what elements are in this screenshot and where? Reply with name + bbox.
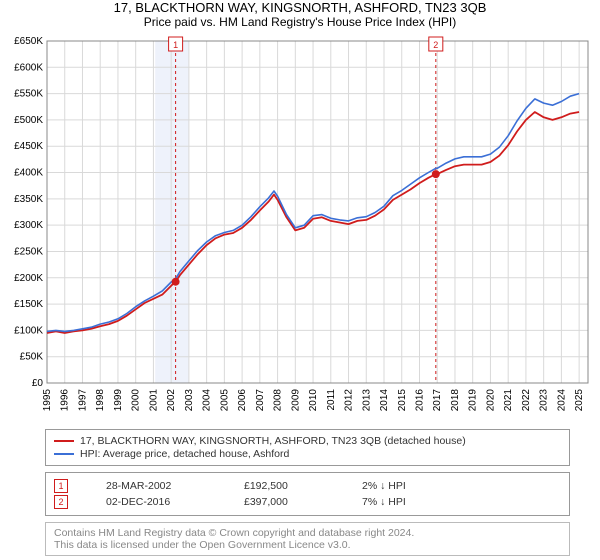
svg-text:£600K: £600K bbox=[14, 62, 43, 73]
legend-label: 17, BLACKTHORN WAY, KINGSNORTH, ASHFORD,… bbox=[80, 435, 466, 447]
sale-price: £397,000 bbox=[244, 496, 334, 508]
svg-text:2020: 2020 bbox=[485, 389, 496, 412]
sale-marker: 2 bbox=[54, 495, 68, 509]
sale-date: 02-DEC-2016 bbox=[106, 496, 216, 508]
svg-text:2012: 2012 bbox=[344, 389, 355, 412]
svg-text:£50K: £50K bbox=[20, 352, 44, 363]
svg-text:2021: 2021 bbox=[503, 389, 514, 412]
sale-marker: 1 bbox=[54, 479, 68, 493]
svg-text:£200K: £200K bbox=[14, 273, 43, 284]
sale-delta: 2% ↓ HPI bbox=[362, 480, 406, 492]
svg-text:£500K: £500K bbox=[14, 115, 43, 126]
sale-row: 2 02-DEC-2016 £397,000 7% ↓ HPI bbox=[54, 495, 561, 509]
sale-delta: 7% ↓ HPI bbox=[362, 496, 406, 508]
svg-text:£150K: £150K bbox=[14, 299, 43, 310]
sale-price: £192,500 bbox=[244, 480, 334, 492]
svg-text:£400K: £400K bbox=[14, 168, 43, 179]
svg-text:1: 1 bbox=[173, 40, 178, 50]
chart-area: £0 £50K £100K £150K £200K £250K £300K £350K £400… bbox=[2, 33, 598, 423]
svg-text:2024: 2024 bbox=[556, 389, 567, 412]
svg-text:1995: 1995 bbox=[42, 389, 53, 412]
legend-row: 17, BLACKTHORN WAY, KINGSNORTH, ASHFORD,… bbox=[54, 435, 561, 447]
svg-text:£0: £0 bbox=[32, 378, 44, 389]
svg-text:£650K: £650K bbox=[14, 36, 43, 47]
svg-text:2009: 2009 bbox=[290, 389, 301, 412]
footer: Contains HM Land Registry data © Crown c… bbox=[45, 522, 570, 556]
legend-swatch bbox=[54, 453, 74, 455]
svg-text:2006: 2006 bbox=[237, 389, 248, 412]
legend: 17, BLACKTHORN WAY, KINGSNORTH, ASHFORD,… bbox=[45, 429, 570, 466]
svg-text:2005: 2005 bbox=[219, 389, 230, 412]
svg-text:2013: 2013 bbox=[361, 389, 372, 412]
svg-text:2019: 2019 bbox=[468, 389, 479, 412]
svg-text:2017: 2017 bbox=[432, 389, 443, 412]
svg-text:2015: 2015 bbox=[397, 389, 408, 412]
svg-text:1999: 1999 bbox=[113, 389, 124, 412]
legend-swatch bbox=[54, 440, 74, 442]
svg-text:1998: 1998 bbox=[95, 389, 106, 412]
svg-text:2023: 2023 bbox=[539, 389, 550, 412]
svg-text:2007: 2007 bbox=[255, 389, 266, 412]
legend-row: HPI: Average price, detached house, Ashf… bbox=[54, 448, 561, 460]
sales-notes: 1 28-MAR-2002 £192,500 2% ↓ HPI 2 02-DEC-2016… bbox=[45, 472, 570, 516]
chart-svg: £0 £50K £100K £150K £200K £250K £300K £350K £400… bbox=[2, 33, 598, 423]
chart-title: 17, BLACKTHORN WAY, KINGSNORTH, ASHFORD,… bbox=[0, 0, 600, 15]
svg-text:2008: 2008 bbox=[273, 389, 284, 412]
svg-text:1997: 1997 bbox=[77, 389, 88, 412]
svg-text:2014: 2014 bbox=[379, 389, 390, 412]
svg-text:2: 2 bbox=[433, 40, 438, 50]
svg-text:£100K: £100K bbox=[14, 325, 43, 336]
svg-text:2010: 2010 bbox=[308, 389, 319, 412]
sale-date: 28-MAR-2002 bbox=[106, 480, 216, 492]
legend-label: HPI: Average price, detached house, Ashf… bbox=[80, 448, 289, 460]
svg-text:£250K: £250K bbox=[14, 246, 43, 257]
svg-text:2018: 2018 bbox=[450, 389, 461, 412]
svg-text:2004: 2004 bbox=[202, 389, 213, 412]
svg-text:2016: 2016 bbox=[414, 389, 425, 412]
svg-text:2002: 2002 bbox=[166, 389, 177, 412]
svg-text:£450K: £450K bbox=[14, 141, 43, 152]
chart-subtitle: Price paid vs. HM Land Registry's House … bbox=[0, 15, 600, 29]
footer-line2: This data is licensed under the Open Gov… bbox=[54, 539, 561, 551]
svg-text:£350K: £350K bbox=[14, 194, 43, 205]
sale-row: 1 28-MAR-2002 £192,500 2% ↓ HPI bbox=[54, 479, 561, 493]
svg-text:£550K: £550K bbox=[14, 89, 43, 100]
footer-line1: Contains HM Land Registry data © Crown c… bbox=[54, 527, 561, 539]
svg-text:2003: 2003 bbox=[184, 389, 195, 412]
svg-text:2001: 2001 bbox=[148, 389, 159, 412]
svg-text:£300K: £300K bbox=[14, 220, 43, 231]
svg-text:2022: 2022 bbox=[521, 389, 532, 412]
svg-text:1996: 1996 bbox=[60, 389, 71, 412]
svg-text:2025: 2025 bbox=[574, 389, 585, 412]
svg-text:2000: 2000 bbox=[131, 389, 142, 412]
svg-text:2011: 2011 bbox=[326, 389, 337, 411]
